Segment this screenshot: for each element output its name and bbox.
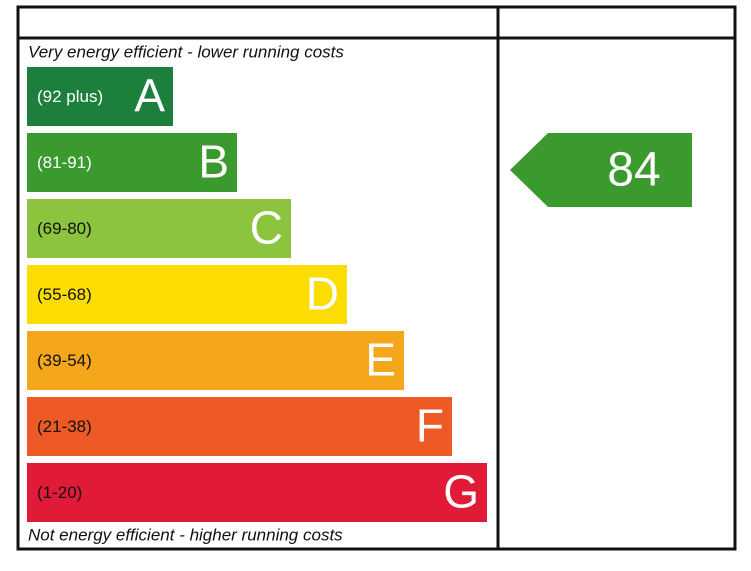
band-letter: F bbox=[416, 400, 444, 452]
band-letter: E bbox=[365, 334, 396, 386]
band-letter: D bbox=[306, 268, 339, 320]
outer-border bbox=[16, 5, 737, 551]
band-bar bbox=[27, 331, 404, 390]
band-range: (55-68) bbox=[37, 285, 92, 304]
band-letter: B bbox=[198, 136, 229, 188]
band-bar bbox=[27, 397, 452, 456]
band-range: (81-91) bbox=[37, 153, 92, 172]
band-bar bbox=[27, 265, 347, 324]
bands: (92 plus) A (81-91) B (69-80) C (55-68) D (39-54… bbox=[27, 67, 487, 522]
band-bar bbox=[27, 199, 291, 258]
rating-arrow bbox=[510, 133, 692, 207]
band-range: (21-38) bbox=[37, 417, 92, 436]
top-note: Very energy efficient - lower running co… bbox=[28, 42, 344, 61]
band-range: (39-54) bbox=[37, 351, 92, 370]
band-letter: A bbox=[134, 70, 165, 122]
band-range: (92 plus) bbox=[37, 87, 103, 106]
rating-value: 84 bbox=[607, 144, 660, 197]
band-range: (1-20) bbox=[37, 483, 82, 502]
current-rating: 84 bbox=[510, 133, 692, 207]
band-letter: C bbox=[250, 202, 283, 254]
band-bar bbox=[27, 67, 173, 126]
band-bar bbox=[27, 463, 487, 522]
band-bar bbox=[27, 133, 237, 192]
bottom-note: Not energy efficient - higher running co… bbox=[28, 525, 343, 544]
band-range: (69-80) bbox=[37, 219, 92, 238]
band-letter: G bbox=[443, 466, 479, 518]
